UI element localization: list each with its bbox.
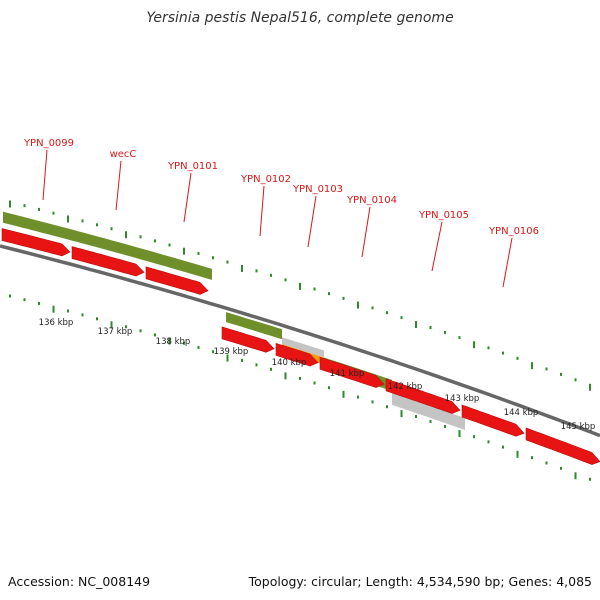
gene-label-leader (431, 221, 443, 272)
kbp-label: 144 kbp (504, 408, 539, 418)
gene-label: YPN_0101 (167, 161, 218, 172)
map-title: Yersinia pestis Nepal516, complete genom… (146, 10, 454, 26)
cds-arrow (221, 326, 275, 353)
cds-arrow (145, 266, 209, 295)
gene-bar-gray (282, 337, 324, 358)
cds-arrow (1, 228, 71, 257)
gene-label-leader (361, 206, 371, 258)
gene-label-leader (115, 160, 122, 211)
kbp-label: 136 kbp (39, 318, 74, 328)
cds-arrow (275, 342, 319, 367)
kbp-label: 137 kbp (98, 327, 133, 337)
kbp-label: 138 kbp (156, 337, 191, 347)
kbp-label: 143 kbp (445, 394, 480, 404)
gene-label: YPN_0102 (240, 174, 291, 185)
kbp-label: 141 kbp (330, 369, 365, 379)
gene-label-leader (259, 185, 265, 237)
outer-tick-ring (9, 200, 591, 391)
gene-label: YPN_0106 (488, 226, 539, 237)
kbp-label: 145 kbp (561, 422, 596, 432)
backbone-line (0, 244, 600, 438)
gene-label: wecC (110, 149, 137, 160)
kbp-scale-labels: 136 kbp 137 kbp 138 kbp 139 kbp 140 kbp 141 k… (39, 318, 596, 432)
cds-arrows (1, 228, 600, 465)
gene-bar (3, 211, 212, 280)
gene-bar (226, 312, 282, 340)
cds-arrow (525, 427, 600, 465)
genome-backbone (0, 244, 600, 438)
cds-arrow (461, 404, 525, 437)
gene-labels: YPN_0099wecCYPN_0101YPN_0102YPN_0103YPN_… (23, 138, 539, 288)
accession-text: Accession: NC_008149 (8, 574, 151, 589)
gene-label: YPN_0104 (346, 195, 397, 206)
kbp-label: 140 kbp (272, 358, 307, 368)
cds-arrow (385, 378, 461, 414)
gene-label: YPN_0103 (292, 184, 343, 195)
genome-summary-text: Topology: circular; Length: 4,534,590 bp… (248, 574, 592, 589)
gene-bar-gray (392, 392, 465, 430)
cds-arrow (71, 246, 145, 277)
gene-label-leader (307, 195, 317, 248)
gene-label: YPN_0099 (23, 138, 74, 149)
gene-label-leader (183, 172, 192, 223)
kbp-label: 142 kbp (388, 382, 423, 392)
gene-label-leader (502, 237, 513, 288)
cds-arrow (319, 356, 385, 388)
scale-tick-ring (9, 294, 591, 481)
kbp-label: 139 kbp (214, 347, 249, 357)
gene-label-leader (42, 149, 48, 201)
gene-label: YPN_0105 (418, 210, 469, 221)
